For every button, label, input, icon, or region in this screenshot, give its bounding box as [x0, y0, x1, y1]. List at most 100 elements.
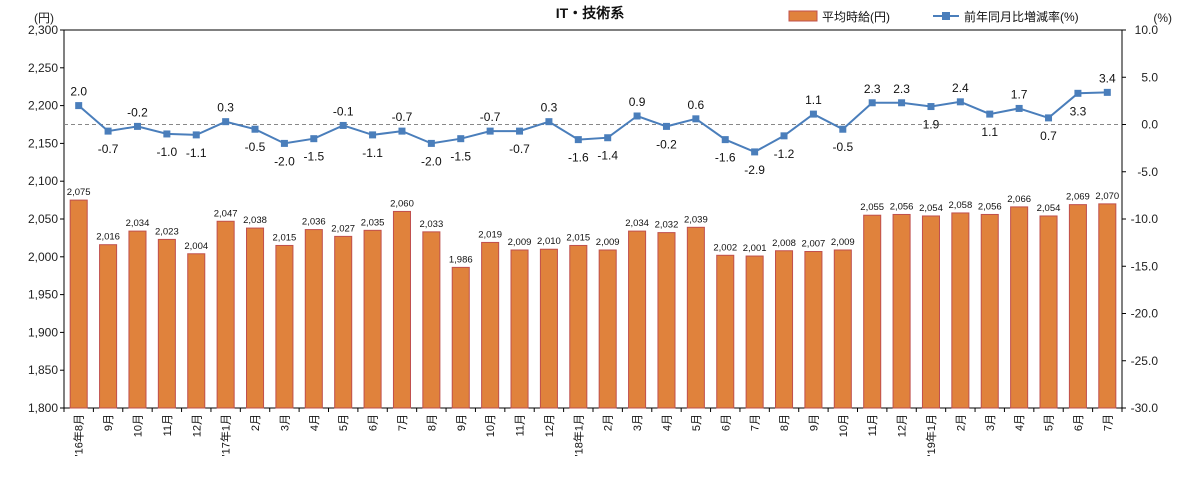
bar-data-label: 2,019: [478, 229, 502, 240]
right-y-axis: -30.0 -25.0 -20.0 -15.0 -10.0 -5.0 0.0 5.0 10.0: [1122, 23, 1158, 415]
bar-data-label: 2,054: [919, 203, 943, 214]
x-category-label: 4月: [661, 414, 673, 431]
bar: [69, 199, 88, 409]
bar: [598, 249, 617, 409]
line-data-label: -0.1: [333, 104, 354, 118]
line-point: [75, 102, 83, 110]
x-category-label: 10月: [838, 414, 850, 437]
x-category-label: 2月: [250, 414, 262, 431]
line-point: [780, 132, 788, 140]
line-point: [545, 118, 553, 126]
line-data-label: -1.6: [715, 151, 736, 165]
bar: [628, 230, 647, 409]
line-point: [662, 122, 670, 130]
line-point: [751, 148, 759, 156]
x-category-label: 5月: [338, 414, 350, 431]
bar: [745, 255, 764, 409]
x-category-label: 2月: [603, 414, 615, 431]
line-point: [516, 127, 524, 135]
bar-data-label: 2,036: [302, 217, 326, 228]
bar: [363, 229, 382, 409]
bar-data-label: 2,055: [860, 202, 884, 213]
bar-data-label: 2,047: [214, 208, 238, 219]
bar: [716, 254, 735, 409]
line-point: [898, 99, 906, 107]
x-category-label: 2月: [955, 414, 967, 431]
line-point: [1103, 88, 1111, 96]
bar-data-label: 2,009: [508, 237, 532, 248]
x-category-label: 7月: [750, 414, 762, 431]
bar: [686, 226, 705, 409]
x-category-label: 5月: [691, 414, 703, 431]
line-data-label: -2.9: [744, 163, 765, 177]
line-point: [427, 139, 435, 147]
line-point: [192, 131, 200, 139]
bar: [1098, 203, 1117, 409]
x-category-label: 3月: [279, 414, 291, 431]
legend-bar-swatch: [788, 10, 818, 22]
bar-data-label: 2,016: [96, 232, 120, 243]
left-y-tick-label: 1,950: [28, 288, 58, 302]
bar-data-label: 2,070: [1095, 191, 1119, 202]
x-category-label: 7月: [1102, 414, 1114, 431]
bar-data-label: 2,034: [126, 218, 150, 229]
x-category-label: 9月: [808, 414, 820, 431]
left-y-tick-label: 2,050: [28, 212, 58, 226]
line-data-label: -0.7: [480, 110, 501, 124]
bar: [1039, 215, 1058, 409]
right-y-tick-label: -15.0: [1131, 259, 1159, 273]
bar: [128, 230, 147, 409]
line-data-label: 1.1: [981, 125, 998, 139]
left-y-tick-label: 2,000: [28, 250, 58, 264]
x-category-label: 7月: [397, 414, 409, 431]
line-data-label: 0.6: [688, 98, 705, 112]
line-data-label: 0.9: [629, 95, 646, 109]
bar: [451, 266, 470, 409]
bar: [833, 249, 852, 409]
x-category-label: '17年1月: [219, 414, 233, 456]
line-point: [986, 110, 994, 118]
line-data-label: 2.0: [70, 85, 87, 99]
line-point: [1015, 104, 1023, 112]
line-point: [604, 134, 612, 142]
x-category-label: 3月: [985, 414, 997, 431]
x-category-label: 9月: [456, 414, 468, 431]
line-data-label: -1.1: [186, 146, 207, 160]
bar: [334, 235, 353, 409]
x-category-label: 3月: [632, 414, 644, 431]
line-data-label: -2.0: [421, 154, 442, 168]
bar: [569, 244, 588, 409]
bar: [951, 212, 970, 409]
bar-data-label: 2,010: [537, 236, 561, 247]
right-y-tick-label: -10.0: [1131, 212, 1159, 226]
bar-data-label: 2,004: [184, 241, 208, 252]
right-y-tick-label: 5.0: [1141, 70, 1158, 84]
x-category-label: 6月: [1073, 414, 1085, 431]
right-y-tick-label: 0.0: [1141, 118, 1158, 132]
bar-data-label: 2,039: [684, 214, 708, 225]
bar-data-label: 2,054: [1037, 203, 1061, 214]
line-data-label: 2.4: [952, 81, 969, 95]
left-y-axis: 1,800 1,850 1,900 1,950 2,000 2,050 2,100 2,150…: [28, 23, 64, 415]
bar: [392, 210, 411, 409]
bar: [539, 248, 558, 409]
x-category-label: 12月: [897, 414, 909, 437]
right-y-tick-label: -25.0: [1131, 354, 1159, 368]
line-data-label: -1.0: [157, 145, 178, 159]
x-category-label: 8月: [779, 414, 791, 431]
line-point: [839, 125, 847, 133]
bar-data-label: 2,027: [331, 223, 355, 234]
line-data-label: 3.3: [1070, 104, 1087, 118]
left-y-tick-label: 2,100: [28, 174, 58, 188]
x-category-label: '19年1月: [924, 414, 938, 456]
x-category-label: 10月: [132, 414, 144, 437]
bar-data-label: 2,007: [802, 239, 826, 250]
legend-bar-label: 平均時給(円): [822, 10, 890, 24]
line-data-label: 2.3: [893, 82, 910, 96]
bar: [804, 251, 823, 409]
line-data-label: -0.2: [127, 105, 148, 119]
line-data-label: -1.1: [362, 146, 383, 160]
line-data-label: 1.9: [923, 118, 940, 132]
bar: [980, 213, 999, 409]
